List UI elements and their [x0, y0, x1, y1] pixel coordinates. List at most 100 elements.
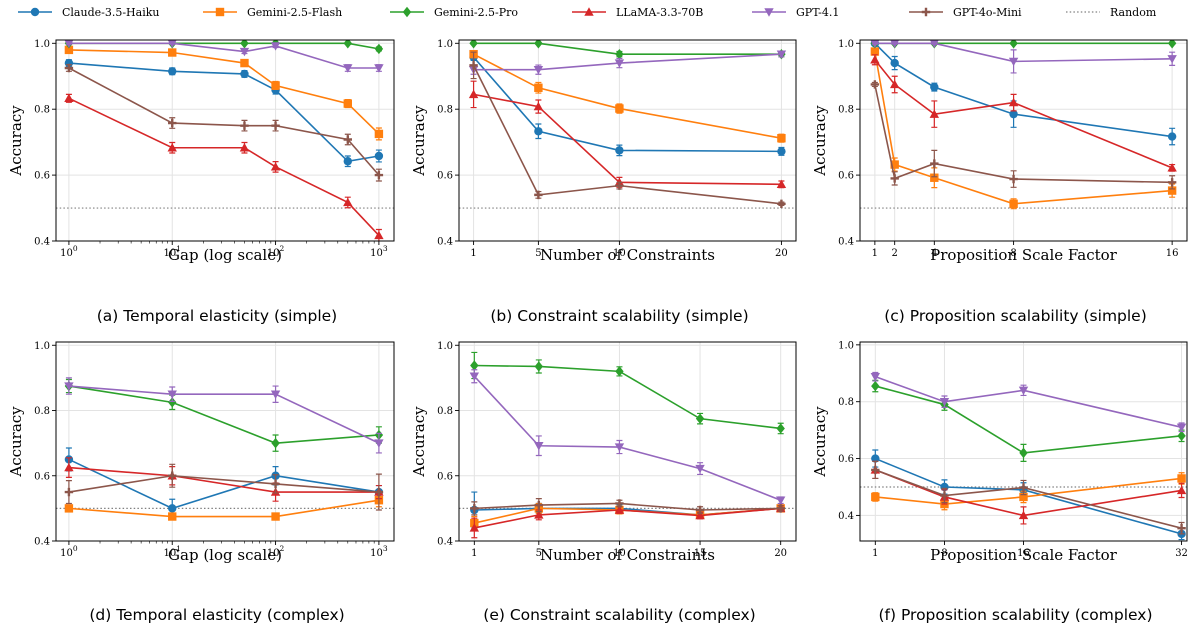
x-tick-label: 1	[471, 548, 477, 559]
data-point-gpt-4o-mini	[240, 121, 249, 130]
tick-base: 10	[60, 248, 73, 259]
data-point-gemini-2-5-flash	[343, 99, 352, 108]
y-tick-label: 0.6	[838, 171, 854, 182]
x-tick-label: 1	[872, 548, 878, 559]
y-tick-label: 1.0	[34, 39, 50, 50]
tick-base: 10	[60, 548, 73, 559]
x-tick-label: 32	[1175, 548, 1188, 559]
data-point-gpt-4-1	[776, 50, 787, 59]
data-point-claude-3-5-haiku	[940, 482, 949, 492]
data-point-gpt-4-1	[1167, 55, 1177, 64]
x-axis-label: Gap (log scale)	[168, 246, 282, 264]
series-line-gpt-4o-mini	[875, 469, 1182, 529]
data-point-gemini-2-5-pro	[343, 40, 352, 49]
data-point-llama-3-3-70b	[468, 89, 479, 99]
data-point-gpt-4o-mini	[534, 500, 544, 510]
legend-item-random: Random	[1066, 6, 1157, 19]
legend-marker	[402, 6, 412, 18]
data-point-gemini-2-5-flash	[615, 104, 624, 113]
data-point-llama-3-3-70b	[1176, 485, 1187, 495]
data-point-gemini-2-5-flash	[64, 45, 74, 55]
data-point-gpt-4o-mini	[64, 63, 74, 73]
data-point-gpt-4-1	[929, 40, 939, 48]
data-point-gemini-2-5-pro	[470, 360, 479, 371]
y-axis-label: Accuracy	[410, 406, 428, 478]
series-line-llama-3-3-70b	[68, 466, 379, 493]
legend-item-claude-3-5-haiku: Claude-3.5-Haiku	[18, 6, 159, 19]
data-point-gpt-4-1	[270, 42, 281, 51]
series-line-gemini-2-5-flash	[875, 477, 1182, 505]
data-point-gpt-4o-mini	[615, 181, 624, 190]
x-tick-label: 15	[694, 548, 707, 559]
data-point-claude-3-5-haiku	[930, 82, 939, 92]
legend-item-gpt-4o-mini: GPT-4o-Mini	[909, 6, 1022, 19]
y-axis-label: Accuracy	[7, 105, 25, 177]
series-line-gemini-2-5-pro	[68, 42, 380, 50]
y-tick-label: 0.6	[34, 171, 50, 182]
data-point-llama-3-3-70b	[870, 55, 880, 64]
data-point-claude-3-5-haiku	[871, 454, 880, 463]
data-point-gemini-2-5-flash	[271, 81, 280, 90]
y-tick-label: 0.8	[838, 397, 854, 408]
data-point-gemini-2-5-flash	[374, 129, 384, 139]
y-tick-label: 0.4	[437, 537, 453, 548]
x-tick-label: 10	[613, 248, 626, 259]
data-point-gpt-4-1	[469, 372, 480, 381]
y-tick-label: 0.4	[34, 537, 50, 548]
tick-exponent: 2	[280, 244, 285, 253]
data-point-gpt-4o-mini	[871, 465, 880, 475]
panel-caption: (f) Proposition scalability (complex)	[878, 606, 1152, 624]
series-line-claude-3-5-haiku	[874, 42, 1173, 138]
y-axis-label: Accuracy	[811, 105, 829, 177]
tick-exponent: 2	[280, 544, 285, 553]
data-point-llama-3-3-70b	[1008, 97, 1019, 107]
data-point-claude-3-5-haiku	[534, 127, 543, 136]
y-tick-label: 0.6	[437, 171, 453, 182]
legend-marker	[215, 7, 225, 17]
series-line-claude-3-5-haiku	[68, 62, 380, 163]
legend-marker	[584, 7, 594, 16]
series-line-gpt-4-1	[473, 53, 782, 71]
data-point-gpt-4o-mini	[890, 174, 899, 183]
x-tick-label: 16	[1166, 248, 1179, 259]
x-axis-label: Proposition Scale Factor	[930, 546, 1118, 564]
series-line-gpt-4o-mini	[68, 474, 379, 493]
plot-frame	[458, 39, 797, 242]
data-point-gpt-4o-mini	[168, 471, 177, 480]
series-line-gpt-4-1	[68, 385, 380, 444]
data-point-llama-3-3-70b	[1167, 163, 1177, 172]
tick-exponent: 3	[383, 544, 388, 553]
data-point-gpt-4-1	[534, 442, 544, 451]
x-tick-label: 100	[60, 244, 78, 259]
x-tick-label: 1	[872, 248, 878, 259]
data-point-gemini-2-5-pro	[271, 437, 280, 449]
data-point-gpt-4-1	[239, 47, 250, 57]
plot-frame	[55, 341, 395, 542]
data-point-gemini-2-5-flash	[777, 133, 786, 143]
y-tick-label: 1.0	[838, 340, 854, 351]
data-point-gemini-2-5-flash	[240, 58, 249, 68]
x-tick-label: 4	[931, 248, 937, 259]
data-point-llama-3-3-70b	[64, 93, 74, 103]
data-point-gpt-4-1	[64, 382, 74, 391]
data-point-gpt-4o-mini	[271, 121, 280, 130]
series-line-gpt-4-1	[68, 42, 379, 69]
data-point-gemini-2-5-flash	[1019, 492, 1028, 502]
plot-frame	[859, 39, 1188, 242]
chart-panel-3: 1 2 4 8 16 0.4 0.6 0.8 1.0 Proposition Scale Fact…	[811, 39, 1188, 325]
data-point-gpt-4o-mini	[469, 61, 478, 70]
data-point-gemini-2-5-flash	[890, 160, 899, 169]
x-tick-label: 102	[267, 544, 285, 559]
data-point-gpt-4-1	[890, 40, 900, 48]
series-line-llama-3-3-70b	[473, 93, 782, 186]
data-point-gpt-4o-mini	[615, 499, 624, 508]
data-point-gpt-4o-mini	[64, 487, 74, 497]
series-line-gpt-4o-mini	[472, 65, 782, 205]
x-tick-label: 103	[370, 244, 388, 259]
data-point-claude-3-5-haiku	[615, 146, 624, 155]
panel-caption: (c) Proposition scalability (simple)	[884, 307, 1147, 325]
data-point-gemini-2-5-pro	[1167, 40, 1177, 49]
legend-marker	[764, 8, 774, 17]
y-tick-label: 1.0	[838, 39, 854, 50]
